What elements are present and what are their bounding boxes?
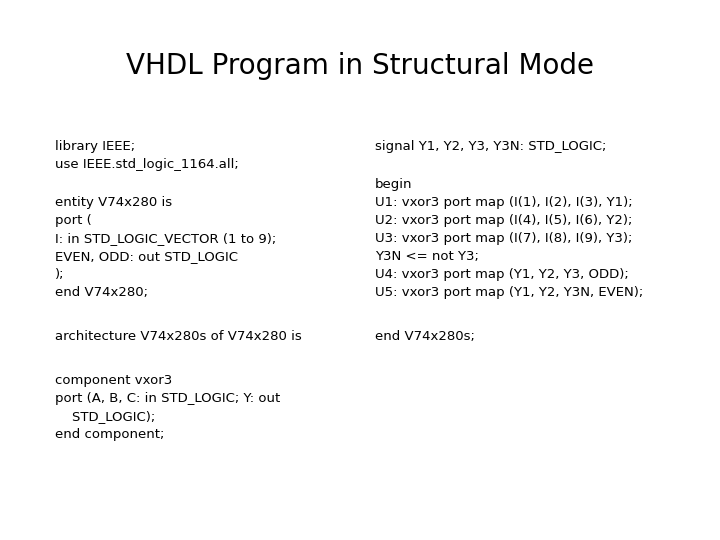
Text: use IEEE.std_logic_1164.all;: use IEEE.std_logic_1164.all;: [55, 158, 239, 171]
Text: begin: begin: [375, 178, 413, 191]
Text: component vxor3: component vxor3: [55, 374, 172, 387]
Text: end component;: end component;: [55, 428, 164, 441]
Text: I: in STD_LOGIC_VECTOR (1 to 9);: I: in STD_LOGIC_VECTOR (1 to 9);: [55, 232, 276, 245]
Text: U3: vxor3 port map (I(7), I(8), I(9), Y3);: U3: vxor3 port map (I(7), I(8), I(9), Y3…: [375, 232, 632, 245]
Text: U2: vxor3 port map (I(4), I(5), I(6), Y2);: U2: vxor3 port map (I(4), I(5), I(6), Y2…: [375, 214, 632, 227]
Text: port (A, B, C: in STD_LOGIC; Y: out: port (A, B, C: in STD_LOGIC; Y: out: [55, 392, 280, 405]
Text: U4: vxor3 port map (Y1, Y2, Y3, ODD);: U4: vxor3 port map (Y1, Y2, Y3, ODD);: [375, 268, 629, 281]
Text: port (: port (: [55, 214, 91, 227]
Text: end V74x280;: end V74x280;: [55, 286, 148, 299]
Text: signal Y1, Y2, Y3, Y3N: STD_LOGIC;: signal Y1, Y2, Y3, Y3N: STD_LOGIC;: [375, 140, 606, 153]
Text: entity V74x280 is: entity V74x280 is: [55, 196, 172, 209]
Text: library IEEE;: library IEEE;: [55, 140, 135, 153]
Text: end V74x280s;: end V74x280s;: [375, 330, 475, 343]
Text: VHDL Program in Structural Mode: VHDL Program in Structural Mode: [126, 52, 594, 80]
Text: U1: vxor3 port map (I(1), I(2), I(3), Y1);: U1: vxor3 port map (I(1), I(2), I(3), Y1…: [375, 196, 633, 209]
Text: STD_LOGIC);: STD_LOGIC);: [55, 410, 156, 423]
Text: Y3N <= not Y3;: Y3N <= not Y3;: [375, 250, 479, 263]
Text: architecture V74x280s of V74x280 is: architecture V74x280s of V74x280 is: [55, 330, 302, 343]
Text: );: );: [55, 268, 65, 281]
Text: EVEN, ODD: out STD_LOGIC: EVEN, ODD: out STD_LOGIC: [55, 250, 238, 263]
Text: U5: vxor3 port map (Y1, Y2, Y3N, EVEN);: U5: vxor3 port map (Y1, Y2, Y3N, EVEN);: [375, 286, 643, 299]
